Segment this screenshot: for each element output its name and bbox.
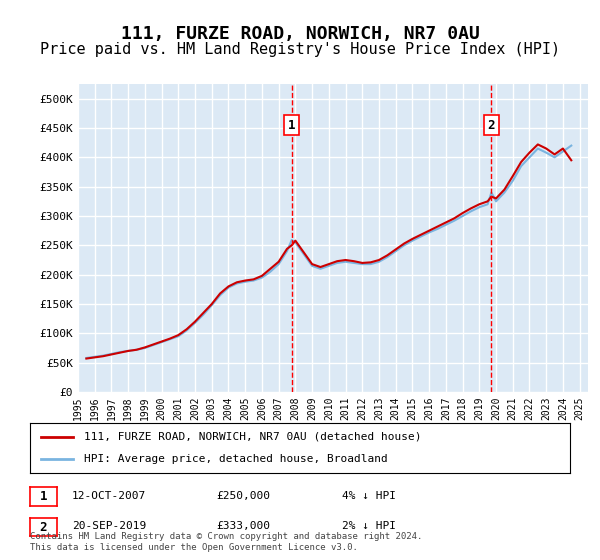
Text: 4% ↓ HPI: 4% ↓ HPI bbox=[342, 491, 396, 501]
Text: 20-SEP-2019: 20-SEP-2019 bbox=[72, 521, 146, 531]
Text: 2% ↓ HPI: 2% ↓ HPI bbox=[342, 521, 396, 531]
Text: £333,000: £333,000 bbox=[216, 521, 270, 531]
Text: 1: 1 bbox=[288, 119, 295, 132]
Text: 12-OCT-2007: 12-OCT-2007 bbox=[72, 491, 146, 501]
Text: 111, FURZE ROAD, NORWICH, NR7 0AU (detached house): 111, FURZE ROAD, NORWICH, NR7 0AU (detac… bbox=[84, 432, 421, 442]
Text: Price paid vs. HM Land Registry's House Price Index (HPI): Price paid vs. HM Land Registry's House … bbox=[40, 42, 560, 57]
Text: 1: 1 bbox=[40, 490, 47, 503]
Text: 111, FURZE ROAD, NORWICH, NR7 0AU: 111, FURZE ROAD, NORWICH, NR7 0AU bbox=[121, 25, 479, 43]
Text: HPI: Average price, detached house, Broadland: HPI: Average price, detached house, Broa… bbox=[84, 454, 388, 464]
Text: Contains HM Land Registry data © Crown copyright and database right 2024.
This d: Contains HM Land Registry data © Crown c… bbox=[30, 532, 422, 552]
Text: £250,000: £250,000 bbox=[216, 491, 270, 501]
Text: 2: 2 bbox=[40, 521, 47, 534]
Text: 2: 2 bbox=[488, 119, 495, 132]
